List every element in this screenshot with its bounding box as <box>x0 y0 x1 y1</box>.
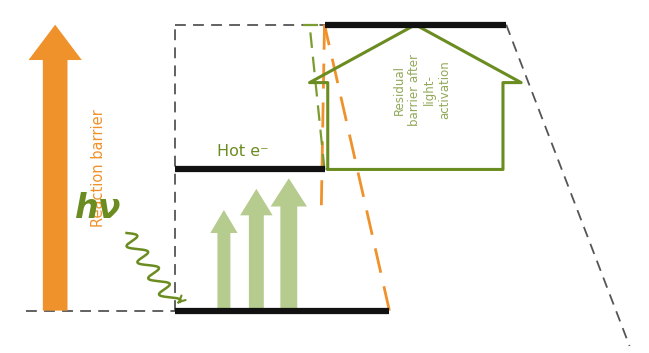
Text: Hot e⁻: Hot e⁻ <box>217 144 269 159</box>
FancyArrow shape <box>210 210 238 309</box>
Text: Residual
barrier after
light-
activation: Residual barrier after light- activation <box>393 54 451 126</box>
FancyArrow shape <box>271 178 307 309</box>
FancyArrow shape <box>240 189 273 309</box>
Text: Reaction barrier: Reaction barrier <box>91 109 106 227</box>
Text: hν: hν <box>75 192 121 225</box>
FancyArrow shape <box>29 25 82 311</box>
